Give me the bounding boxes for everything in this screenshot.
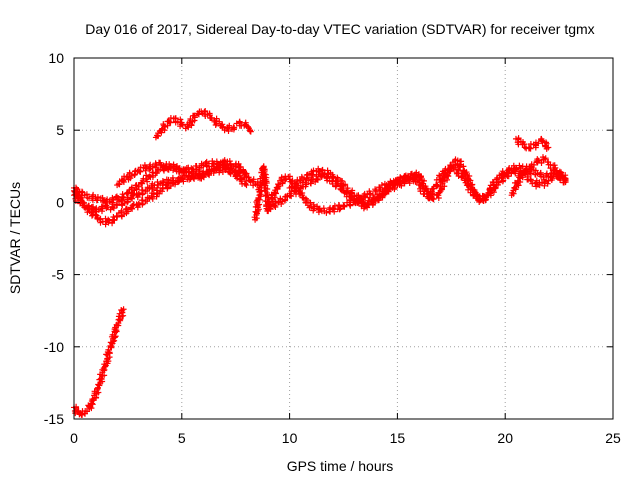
- series-track-i: [415, 163, 569, 204]
- series-marker-trail: [71, 307, 127, 418]
- x-tick-label: 15: [390, 430, 406, 446]
- y-tick-label: -5: [52, 267, 65, 283]
- series-marker-trail: [154, 108, 254, 140]
- plot-frame: [73, 57, 614, 420]
- x-tick-label: 25: [605, 430, 621, 446]
- series-low-arc: [71, 306, 127, 418]
- x-tick-label: 5: [178, 430, 186, 446]
- series-marker-trail: [509, 154, 568, 197]
- grid: [74, 58, 613, 419]
- series-track-g: [286, 165, 422, 208]
- y-tick-label: -15: [44, 411, 64, 427]
- y-tick-label: 0: [56, 194, 64, 210]
- series-marker-trail: [417, 163, 568, 204]
- x-tick-label: 10: [282, 430, 298, 446]
- series-high-arc: [152, 108, 254, 141]
- series-track-e: [251, 163, 422, 223]
- x-tick-label: 20: [497, 430, 513, 446]
- series-short-high: [512, 135, 552, 152]
- series-track-j: [508, 154, 569, 199]
- series-track-d: [114, 158, 250, 189]
- chart-title: Day 016 of 2017, Sidereal Day-to-day VTE…: [85, 21, 594, 37]
- y-tick-label: 5: [56, 122, 64, 138]
- series-marker-trail: [115, 158, 250, 188]
- axis-ticks: 0 5 10 15 20 25 -15 -10 -5 0 5 10: [44, 50, 621, 446]
- series-marker-trail: [514, 135, 550, 152]
- series-marker-trail: [288, 165, 420, 208]
- x-tick-label: 0: [70, 430, 78, 446]
- y-tick-label: -10: [44, 339, 64, 355]
- y-axis-label: SDTVAR / TECUs: [7, 182, 23, 294]
- x-axis-label: GPS time / hours: [287, 458, 394, 474]
- y-tick-label: 10: [48, 50, 64, 66]
- series-marker-trail: [71, 174, 184, 228]
- data-points: [71, 108, 569, 418]
